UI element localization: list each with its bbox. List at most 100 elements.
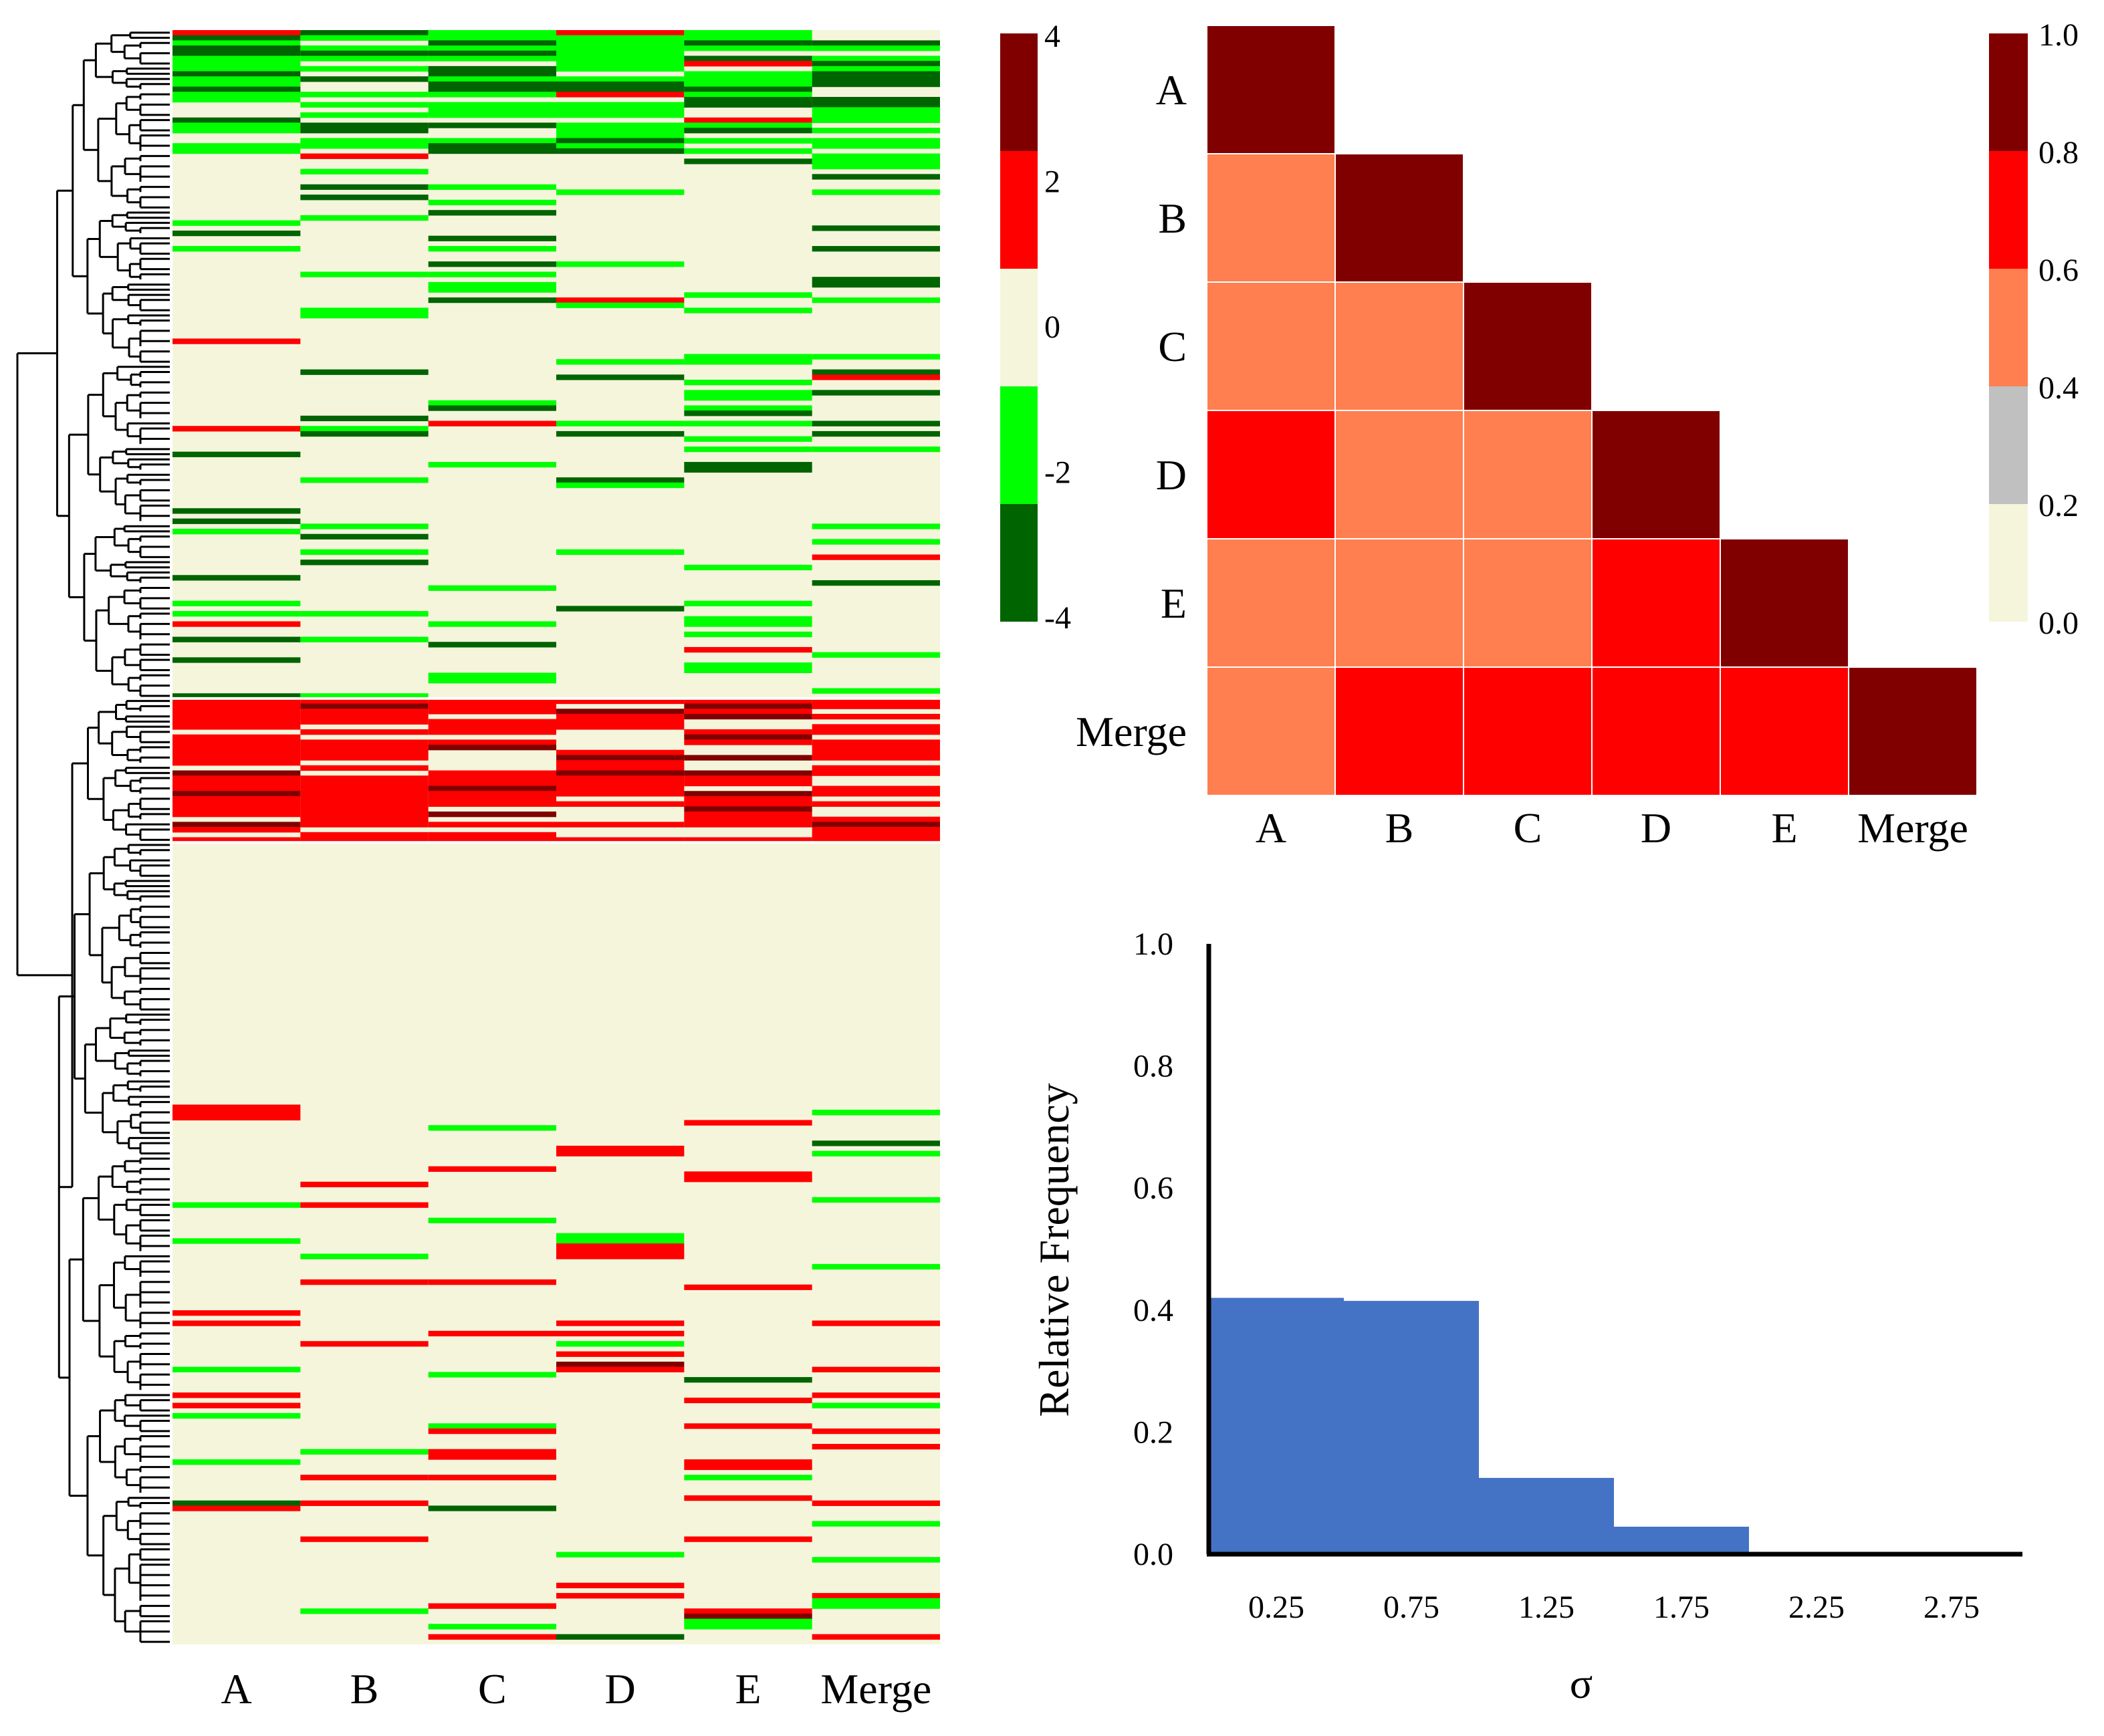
heatmap-cell — [428, 210, 556, 216]
heatmap-cell — [300, 739, 429, 745]
heatmap-cell — [428, 420, 556, 426]
heatmap-cell — [428, 246, 556, 252]
correlation-cell — [1463, 538, 1593, 668]
heatmap-cell — [684, 307, 812, 314]
heatmap-cell — [556, 606, 685, 612]
heatmap-cell — [428, 297, 556, 303]
correlation-row-label: C — [1158, 323, 1187, 370]
heatmap-cell — [172, 621, 301, 627]
heatmap-cell — [556, 55, 685, 61]
heatmap-cell — [812, 138, 940, 144]
heatmap-cell — [812, 225, 940, 231]
heatmap-cell — [556, 780, 685, 787]
heatmap-cell — [172, 806, 301, 812]
heatmap-cell — [812, 765, 940, 771]
heatmap-cell — [428, 148, 556, 154]
heatmap-cell — [556, 1366, 685, 1372]
heatmap-cell — [812, 446, 940, 453]
heatmap-cell — [684, 816, 812, 823]
heatmap-cell — [300, 138, 429, 144]
heatmap-cell — [300, 1253, 429, 1259]
heatmap-cell — [556, 261, 685, 267]
heatmap-cell — [556, 1243, 685, 1249]
heatmap-cell — [172, 1104, 301, 1110]
heatmap-cell — [812, 390, 940, 396]
heatmap-cell — [684, 395, 812, 401]
heatmap-cell — [556, 1582, 685, 1588]
heatmap-cell — [812, 837, 940, 843]
heatmap-cell — [684, 81, 812, 88]
heatmap-cell — [172, 575, 301, 581]
heatmap-colorbar-segment — [1000, 386, 1038, 504]
correlation-cell — [1206, 410, 1336, 539]
heatmap-cell — [812, 117, 940, 124]
correlation-cell — [1720, 538, 1849, 668]
heatmap-cell — [300, 765, 429, 771]
heatmap-cell — [812, 163, 940, 170]
heatmap-cell — [300, 780, 429, 787]
heatmap-cell — [812, 55, 940, 61]
heatmap-cell — [684, 646, 812, 653]
heatmap-cell — [300, 611, 429, 617]
heatmap-cell — [556, 138, 685, 144]
heatmap-cell — [172, 30, 301, 36]
heatmap-cell — [300, 523, 429, 529]
heatmap-cell — [556, 1330, 685, 1337]
heatmap-cell — [684, 436, 812, 442]
heatmap-cell — [684, 775, 812, 781]
heatmap-cell — [172, 749, 301, 756]
correlation-colorbar-segment — [1989, 504, 2028, 622]
heatmap-cell — [684, 1171, 812, 1177]
heatmap-cell — [428, 719, 556, 725]
heatmap-cell — [684, 1176, 812, 1183]
heatmap-cell — [428, 837, 556, 843]
heatmap-cell — [556, 785, 685, 791]
heatmap-cell — [812, 1263, 940, 1270]
heatmap-cell — [684, 122, 812, 128]
heatmap-cell — [812, 277, 940, 283]
correlation-colorbar-tick: 0.4 — [2038, 370, 2079, 406]
heatmap-cell — [428, 92, 556, 98]
heatmap-cell — [172, 827, 301, 833]
heatmap-cell — [684, 86, 812, 92]
histogram-bars — [1209, 1297, 1749, 1554]
heatmap-cell — [300, 92, 429, 98]
correlation-cell — [1591, 410, 1721, 539]
heatmap-cell — [684, 734, 812, 740]
heatmap-cell — [428, 745, 556, 751]
heatmap-cell — [428, 143, 556, 149]
heatmap-cell — [556, 724, 685, 730]
heatmap-cell — [428, 1634, 556, 1640]
heatmap-cell — [172, 636, 301, 642]
sigma-histogram-panel: 0.0 0.2 0.4 0.6 0.8 1.0 0.25 0.75 1.25 1.75 2.25 2… — [1030, 926, 2022, 1707]
heatmap-cell — [172, 76, 301, 82]
heatmap-cell — [684, 1475, 812, 1481]
heatmap-cell — [812, 703, 940, 709]
histogram-y-tick: 0.2 — [1133, 1414, 1173, 1450]
heatmap-colorbar-segment — [1000, 33, 1038, 151]
correlation-colorbar-tick: 0.0 — [2038, 606, 2079, 641]
heatmap-cell — [556, 837, 685, 843]
heatmap-cell — [172, 770, 301, 776]
correlation-column-label: D — [1641, 804, 1671, 852]
heatmap-cell — [556, 128, 685, 134]
heatmap-cell — [812, 354, 940, 360]
correlation-cell — [1463, 410, 1593, 539]
heatmap-cell — [300, 102, 429, 108]
heatmap-cell — [172, 66, 301, 72]
heatmap-cell — [812, 832, 940, 838]
heatmap-cell — [812, 1444, 940, 1450]
heatmap-cell — [556, 1248, 685, 1255]
heatmap-cell — [556, 45, 685, 51]
histogram-x-tick: 0.25 — [1248, 1590, 1304, 1625]
heatmap-cell — [556, 1150, 685, 1156]
heatmap-column-label: D — [605, 1665, 636, 1713]
correlation-cell — [1206, 666, 1336, 796]
heatmap-cell — [172, 837, 301, 843]
heatmap-cell — [300, 112, 429, 118]
heatmap-cell — [300, 45, 429, 51]
heatmap-cell — [812, 71, 940, 77]
heatmap-cell — [172, 1310, 301, 1316]
heatmap-cell — [684, 1624, 812, 1630]
histogram-y-tick: 0.0 — [1133, 1537, 1173, 1572]
